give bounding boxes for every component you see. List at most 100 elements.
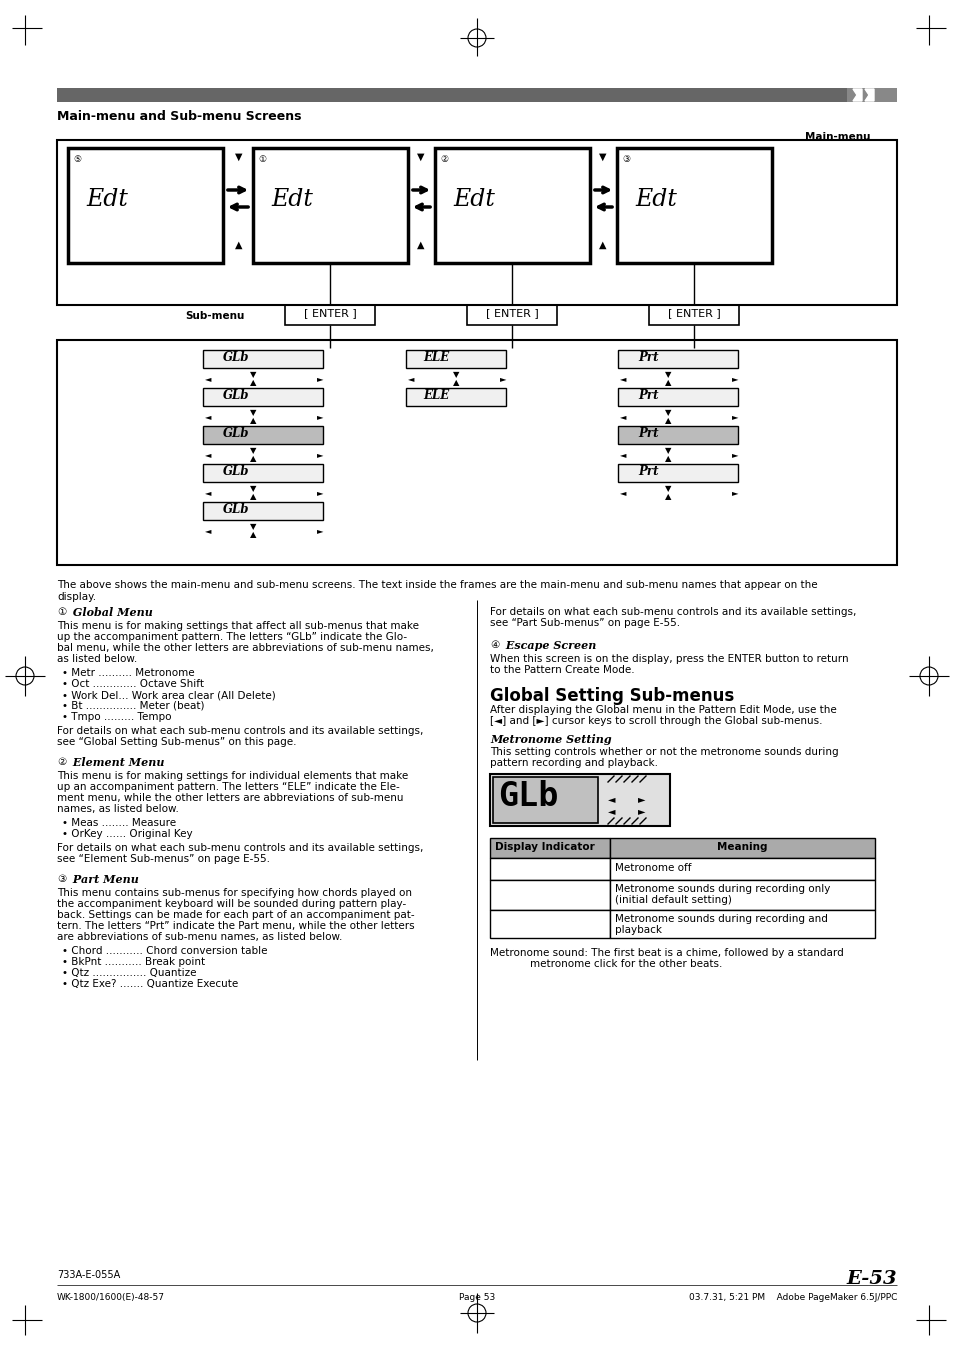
Text: ▲: ▲ — [416, 240, 424, 250]
Text: ⑤: ⑤ — [73, 155, 81, 163]
Bar — [406, 388, 505, 407]
Bar — [490, 911, 609, 938]
Bar — [285, 305, 375, 326]
Text: • OrKey ...... Original Key: • OrKey ...... Original Key — [62, 830, 193, 839]
Text: ▼: ▼ — [250, 408, 256, 417]
Text: ▲: ▲ — [234, 240, 242, 250]
Bar — [618, 463, 738, 482]
Text: (initial default setting): (initial default setting) — [615, 894, 731, 905]
Text: ►: ► — [316, 450, 323, 459]
Text: This menu is for making settings that affect all sub-menus that make: This menu is for making settings that af… — [57, 621, 418, 631]
Text: ◄: ◄ — [205, 526, 212, 535]
Text: Metronome sound: The first beat is a chime, followed by a standard: Metronome sound: The first beat is a chi… — [490, 948, 842, 958]
Text: see “Element Sub-menus” on page E-55.: see “Element Sub-menus” on page E-55. — [57, 854, 270, 865]
Text: ▲: ▲ — [453, 378, 459, 386]
Bar — [609, 880, 874, 911]
Text: ▲: ▲ — [664, 378, 671, 386]
Text: Edt: Edt — [86, 188, 128, 211]
Text: After displaying the Global menu in the Pattern Edit Mode, use the: After displaying the Global menu in the … — [490, 705, 836, 715]
Text: ►: ► — [316, 412, 323, 422]
Bar — [203, 503, 323, 520]
Text: This menu is for making settings for individual elements that make: This menu is for making settings for ind… — [57, 771, 408, 781]
Bar — [57, 88, 846, 101]
Bar — [253, 149, 408, 263]
Text: Global Menu: Global Menu — [69, 607, 152, 617]
Text: ◄: ◄ — [408, 374, 414, 382]
Text: ◄: ◄ — [619, 412, 626, 422]
Text: as listed below.: as listed below. — [57, 654, 137, 663]
Bar — [618, 426, 738, 444]
Text: display.: display. — [57, 592, 96, 603]
Text: ③: ③ — [57, 874, 66, 884]
Bar — [490, 838, 609, 858]
Text: ►: ► — [731, 488, 738, 497]
Bar — [203, 388, 323, 407]
Text: • Qtz ................ Quantize: • Qtz ................ Quantize — [62, 969, 196, 978]
Text: ④: ④ — [490, 640, 498, 650]
Text: GLb: GLb — [223, 503, 250, 516]
Text: Metronome off: Metronome off — [615, 863, 691, 873]
Text: • Meas ........ Measure: • Meas ........ Measure — [62, 817, 176, 828]
Text: ▲: ▲ — [664, 416, 671, 426]
Text: ▼: ▼ — [250, 484, 256, 493]
Text: ▼: ▼ — [250, 446, 256, 455]
Text: Edt: Edt — [635, 188, 677, 211]
Bar — [467, 305, 557, 326]
Text: ◄: ◄ — [205, 488, 212, 497]
Bar — [203, 350, 323, 367]
Text: Prt: Prt — [638, 465, 658, 478]
Text: ►: ► — [731, 374, 738, 382]
Text: ②: ② — [57, 757, 66, 767]
Text: [ ENTER ]: [ ENTER ] — [667, 308, 720, 317]
Bar — [490, 774, 669, 825]
Text: ▲: ▲ — [250, 378, 256, 386]
Text: ►: ► — [499, 374, 506, 382]
Text: ▼: ▼ — [664, 446, 671, 455]
Text: metronome click for the other beats.: metronome click for the other beats. — [530, 959, 721, 969]
Bar — [406, 350, 505, 367]
Text: Metronome sounds during recording and: Metronome sounds during recording and — [615, 915, 827, 924]
Bar — [609, 858, 874, 880]
Text: to the Pattern Create Mode.: to the Pattern Create Mode. — [490, 665, 634, 676]
Text: ▼: ▼ — [234, 153, 242, 162]
Bar — [435, 149, 589, 263]
Text: For details on what each sub-menu controls and its available settings,: For details on what each sub-menu contro… — [57, 843, 423, 852]
Text: Metronome Setting: Metronome Setting — [490, 734, 611, 744]
Text: Edt: Edt — [271, 188, 313, 211]
Bar — [203, 426, 323, 444]
Text: ◄: ◄ — [619, 488, 626, 497]
Text: Global Setting Sub-menus: Global Setting Sub-menus — [490, 688, 734, 705]
Text: ◄: ◄ — [607, 807, 615, 816]
Text: This menu contains sub-menus for specifying how chords played on: This menu contains sub-menus for specify… — [57, 888, 412, 898]
Bar — [490, 880, 609, 911]
Text: ▼: ▼ — [664, 370, 671, 380]
Text: ►: ► — [316, 488, 323, 497]
Text: up the accompaniment pattern. The letters “GLb” indicate the Glo-: up the accompaniment pattern. The letter… — [57, 632, 407, 642]
Text: GLb: GLb — [223, 427, 250, 440]
Text: For details on what each sub-menu controls and its available settings,: For details on what each sub-menu contro… — [490, 607, 856, 617]
Bar — [609, 911, 874, 938]
Text: ▼: ▼ — [250, 521, 256, 531]
Bar — [57, 340, 896, 565]
Text: Meaning: Meaning — [716, 842, 766, 852]
Text: • Work Del... Work area clear (All Delete): • Work Del... Work area clear (All Delet… — [62, 690, 275, 700]
Text: Edt: Edt — [453, 188, 495, 211]
Text: • BkPnt ........... Break point: • BkPnt ........... Break point — [62, 957, 205, 967]
Text: the accompaniment keyboard will be sounded during pattern play-: the accompaniment keyboard will be sound… — [57, 898, 406, 909]
Text: ▲: ▲ — [664, 492, 671, 501]
Text: This setting controls whether or not the metronome sounds during: This setting controls whether or not the… — [490, 747, 838, 757]
Polygon shape — [852, 89, 862, 101]
Text: ▲: ▲ — [250, 530, 256, 539]
Bar — [493, 777, 598, 823]
Bar — [618, 350, 738, 367]
Text: Sub-menu: Sub-menu — [185, 311, 244, 322]
Text: Prt: Prt — [638, 389, 658, 403]
Bar — [648, 305, 739, 326]
Bar — [617, 149, 771, 263]
Bar — [57, 141, 896, 305]
Text: ▲: ▲ — [250, 492, 256, 501]
Text: playback: playback — [615, 925, 661, 935]
Text: Main-menu and Sub-menu Screens: Main-menu and Sub-menu Screens — [57, 109, 301, 123]
Text: [ ENTER ]: [ ENTER ] — [485, 308, 537, 317]
Text: 03.7.31, 5:21 PM    Adobe PageMaker 6.5J/PPC: 03.7.31, 5:21 PM Adobe PageMaker 6.5J/PP… — [688, 1293, 896, 1302]
